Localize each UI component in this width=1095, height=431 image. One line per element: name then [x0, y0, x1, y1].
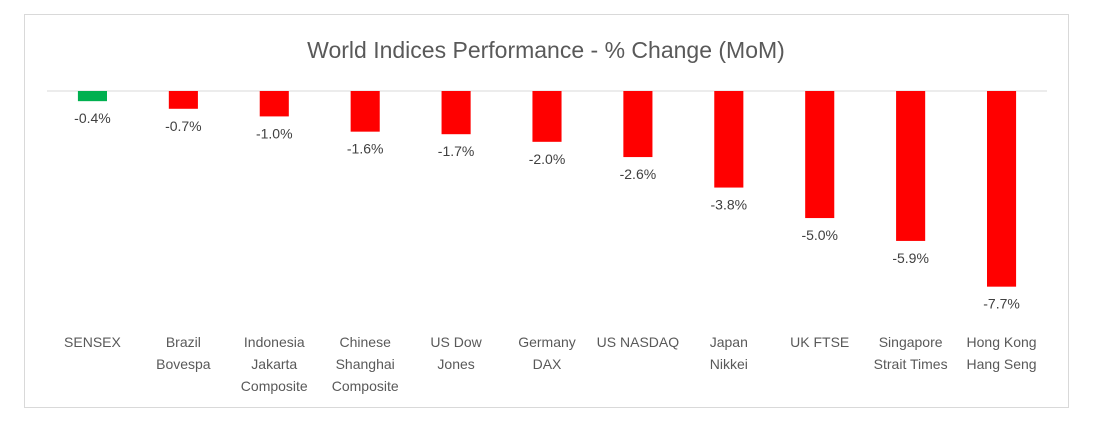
bar-chart: World Indices Performance - % Change (Mo… [47, 37, 1047, 394]
bar-10 [987, 91, 1017, 287]
category-label-9: Singapore Strait Times [874, 334, 948, 372]
category-label-line: Bovespa [156, 356, 211, 372]
data-label-0: -0.4% [74, 110, 111, 126]
bar-5 [532, 91, 562, 142]
category-label-line: Hang Seng [967, 356, 1037, 372]
data-label-9: -5.9% [892, 250, 929, 266]
category-label-10: Hong Kong Hang Seng [967, 334, 1037, 372]
category-label-6: US NASDAQ [597, 334, 680, 350]
data-label-5: -2.0% [529, 151, 566, 167]
category-label-3: Chinese Shanghai Composite [332, 334, 399, 394]
data-label-10: -7.7% [983, 296, 1020, 312]
bar-8 [805, 91, 835, 219]
chart-title: World Indices Performance - % Change (Mo… [307, 37, 785, 63]
category-label-7: Japan Nikkei [710, 334, 748, 372]
category-label-line: Indonesia [244, 334, 305, 350]
category-label-0: SENSEX [64, 334, 121, 350]
data-label-3: -1.6% [347, 141, 384, 157]
bar-2 [259, 91, 289, 117]
category-label-8: UK FTSE [790, 334, 849, 350]
category-label-5: Germany DAX [518, 334, 576, 372]
category-label-line: Composite [332, 378, 399, 394]
category-label-1: Brazil Bovespa [156, 334, 211, 372]
category-label-line: US Dow [430, 334, 482, 350]
data-label-7: -3.8% [711, 197, 748, 213]
category-label-line: Strait Times [874, 356, 948, 372]
data-labels-group: -0.4% -0.7% -1.0% -1.6% -1.7% -2.0% -2.6% -3.8%… [74, 110, 1020, 312]
category-label-line: UK FTSE [790, 334, 849, 350]
category-label-line: SENSEX [64, 334, 121, 350]
data-label-4: -1.7% [438, 143, 475, 159]
category-label-line: Composite [241, 378, 308, 394]
category-labels-group: SENSEX Brazil Bovespa Indonesia Jakarta Compo… [64, 334, 1037, 394]
data-label-8: -5.0% [801, 227, 838, 243]
bar-9 [896, 91, 926, 241]
category-label-line: Japan [710, 334, 748, 350]
bar-1 [168, 91, 198, 109]
bar-6 [623, 91, 653, 158]
category-label-line: Shanghai [336, 356, 395, 372]
bars-group [77, 91, 1017, 287]
data-label-2: -1.0% [256, 125, 293, 141]
category-label-line: Singapore [879, 334, 943, 350]
bar-3 [350, 91, 380, 132]
category-label-4: US Dow Jones [430, 334, 482, 372]
category-label-line: US NASDAQ [597, 334, 680, 350]
bar-0 [77, 91, 107, 102]
category-label-line: Brazil [166, 334, 201, 350]
category-label-line: Germany [518, 334, 576, 350]
bar-4 [441, 91, 471, 135]
category-label-line: Hong Kong [967, 334, 1037, 350]
data-label-6: -2.6% [620, 166, 657, 182]
data-label-1: -0.7% [165, 118, 202, 134]
bar-7 [714, 91, 744, 188]
category-label-line: Jakarta [251, 356, 297, 372]
category-label-line: Nikkei [710, 356, 748, 372]
category-label-2: Indonesia Jakarta Composite [241, 334, 308, 394]
category-label-line: DAX [533, 356, 562, 372]
category-label-line: Chinese [339, 334, 391, 350]
category-label-line: Jones [437, 356, 474, 372]
chart-container: World Indices Performance - % Change (Mo… [24, 14, 1069, 408]
